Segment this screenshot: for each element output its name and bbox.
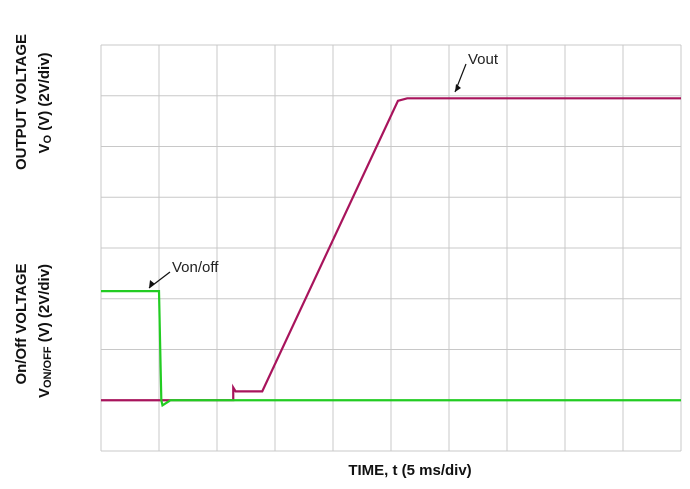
label-main: V (36, 144, 53, 154)
label-sub: ON/OFF (42, 346, 54, 388)
label-rest: (V) (2V/div) (36, 52, 53, 135)
label-sub: O (42, 135, 54, 144)
arrow-head (149, 280, 155, 288)
y-axis-title: On/Off VOLTAGE (13, 263, 30, 384)
y-axis-label: VON/OFF (V) (2V/div) (36, 264, 54, 398)
label-rest: (V) (2V/div) (36, 264, 53, 347)
x-axis-label: TIME, t (5 ms/div) (348, 462, 471, 479)
trace (101, 290, 681, 408)
annotation: Vout (468, 51, 499, 68)
arrow-head (455, 84, 461, 92)
label-main: V (36, 388, 53, 398)
y-axis-label: VO (V) (2V/div) (36, 52, 54, 153)
trace (101, 97, 681, 402)
y-axis-title: OUTPUT VOLTAGE (13, 34, 30, 170)
annotation: Von/off (172, 259, 219, 276)
